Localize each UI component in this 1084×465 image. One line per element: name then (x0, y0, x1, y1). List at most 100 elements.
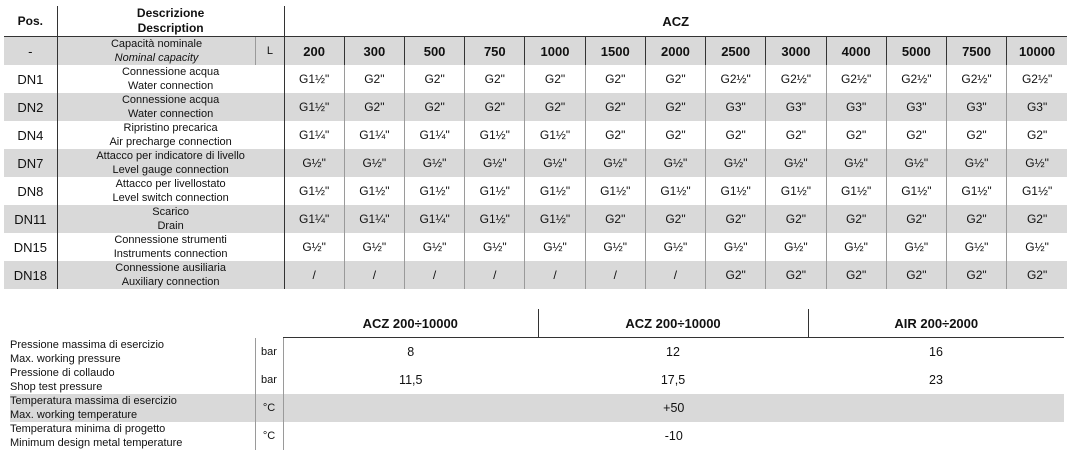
spec-value: +50 (282, 394, 1064, 422)
connection-cell: G1½" (524, 177, 586, 205)
capacity-cell: 300 (343, 36, 405, 65)
spec-value: 11,5 (282, 366, 538, 394)
connection-cell: G2" (584, 121, 646, 149)
description-header: Descrizione Description (56, 6, 285, 37)
connections-table: Pos. Descrizione Description ACZ - Capacità n… (4, 6, 1067, 289)
connection-cell: G½" (765, 149, 826, 177)
connection-row: DN7 Attacco per indicatore di livello Leve… (4, 149, 1067, 177)
connection-cell: G½" (524, 233, 586, 261)
connection-cell: G½" (584, 149, 646, 177)
description-en: Water connection (128, 108, 214, 120)
spec-row: Pressione massima di esercizio Max. worki… (10, 337, 1064, 366)
connection-cell: G2" (945, 205, 1007, 233)
connection-cell: G2" (644, 93, 706, 121)
connection-cell: G½" (464, 149, 525, 177)
description-en: Nominal capacity (114, 52, 199, 64)
description-en: Instruments connection (113, 248, 228, 260)
capacity-cell: 10000 (1006, 36, 1067, 65)
connection-cell: G2" (403, 65, 465, 93)
connection-cell: G1½" (524, 121, 586, 149)
description-header-en: Description (137, 21, 204, 35)
connection-cell: G½" (283, 149, 345, 177)
pos-cell: DN2 (4, 93, 58, 121)
capacity-cell: 3000 (765, 36, 826, 65)
connection-cell: G½" (705, 233, 766, 261)
description-cell: Capacità nominale Nominal capacity (56, 36, 256, 65)
connection-cell: G1½" (765, 177, 826, 205)
connection-cell: G½" (403, 233, 465, 261)
label-en: Max. working temperature (10, 409, 138, 421)
connection-cell: G2" (945, 261, 1007, 289)
capacity-row: - Capacità nominale Nominal capacity L 200 30… (4, 36, 1067, 65)
connection-cell: G2" (584, 93, 646, 121)
unit-cell: L (255, 36, 285, 65)
description-header-it: Descrizione (136, 6, 205, 20)
connection-cell: G½" (343, 149, 405, 177)
connection-cell: G1¼" (403, 121, 465, 149)
description-en: Air precharge connection (109, 136, 232, 148)
label-cell: Temperatura minima di progetto Minimum de… (10, 422, 255, 450)
connection-cell: G1¼" (343, 121, 405, 149)
pos-cell: - (4, 36, 58, 65)
label-en: Shop test pressure (10, 381, 103, 393)
description-en: Water connection (128, 80, 214, 92)
capacity-cell: 750 (464, 36, 525, 65)
capacity-cell: 2500 (705, 36, 766, 65)
spec-row: Pressione di collaudo Shop test pressure b… (10, 366, 1064, 394)
connection-cell: / (283, 261, 345, 289)
connection-cell: G1½" (283, 65, 345, 93)
connection-row: DN1 Connessione acqua Water connection G1½"… (4, 65, 1067, 93)
blank-cell (10, 309, 283, 338)
connection-cell: G2" (1006, 261, 1067, 289)
pressure-table: ACZ 200÷10000 ACZ 200÷10000 AIR 200÷2000 Pr… (10, 309, 1064, 450)
connection-cell: G2" (765, 261, 826, 289)
header-row: Pos. Descrizione Description ACZ (4, 6, 1067, 37)
description-it: Scarico (152, 206, 189, 218)
connection-cell: G1¼" (283, 205, 345, 233)
connection-cell: G1½" (343, 177, 405, 205)
description-cell: Connessione acqua Water connection (56, 65, 285, 93)
label-cell: Pressione di collaudo Shop test pressure (10, 366, 255, 394)
connection-cell: G½" (825, 149, 887, 177)
capacity-cell: 5000 (885, 36, 947, 65)
connection-cell: / (343, 261, 405, 289)
connection-row: DN15 Connessione strumenti Instruments con… (4, 233, 1067, 261)
connection-cell: G½" (885, 149, 947, 177)
spec-row: Temperatura massima di esercizio Max. wor… (10, 394, 1064, 422)
connection-cell: G1½" (283, 93, 345, 121)
connection-cell: G1½" (825, 177, 887, 205)
connection-cell: G2" (765, 121, 826, 149)
connection-cell: G2" (705, 205, 766, 233)
capacity-cell: 500 (403, 36, 465, 65)
unit-cell: °C (254, 422, 283, 450)
unit-cell: °C (254, 394, 283, 422)
pos-cell: DN8 (17, 183, 44, 199)
label-cell: Temperatura massima di esercizio Max. wor… (10, 394, 255, 422)
connection-row: DN2 Connessione acqua Water connection G1½"… (4, 93, 1067, 121)
label-it: Pressione massima di esercizio (10, 338, 165, 351)
connection-cell: G2½" (885, 65, 947, 93)
connection-cell: G½" (945, 149, 1007, 177)
connection-cell: G½" (825, 233, 887, 261)
connection-cell: G2" (885, 121, 947, 149)
spec-value: 16 (929, 345, 943, 359)
connection-cell: G½" (1006, 149, 1067, 177)
spec-value: -10 (282, 422, 1064, 450)
description-cell: Connessione strumenti Instruments connect… (56, 233, 285, 261)
description-it: Connessione strumenti (114, 234, 227, 246)
connection-cell: G2" (765, 205, 826, 233)
connection-cell: G1¼" (403, 205, 465, 233)
description-cell: Connessione ausiliaria Auxiliary connecti… (56, 261, 285, 289)
label-it: Temperatura massima di esercizio (10, 395, 177, 407)
pos-cell: DN11 (4, 205, 58, 233)
connection-cell: G2" (825, 205, 887, 233)
connection-cell: G3" (765, 93, 826, 121)
connection-cell: G3" (945, 93, 1007, 121)
description-it: Connessione acqua (121, 66, 220, 78)
spec-value: 17,5 (660, 373, 686, 387)
connection-cell: G2½" (825, 65, 887, 93)
connection-cell: G2" (403, 93, 465, 121)
header-row: ACZ 200÷10000 ACZ 200÷10000 AIR 200÷2000 (10, 309, 1064, 338)
connection-cell: / (584, 261, 646, 289)
